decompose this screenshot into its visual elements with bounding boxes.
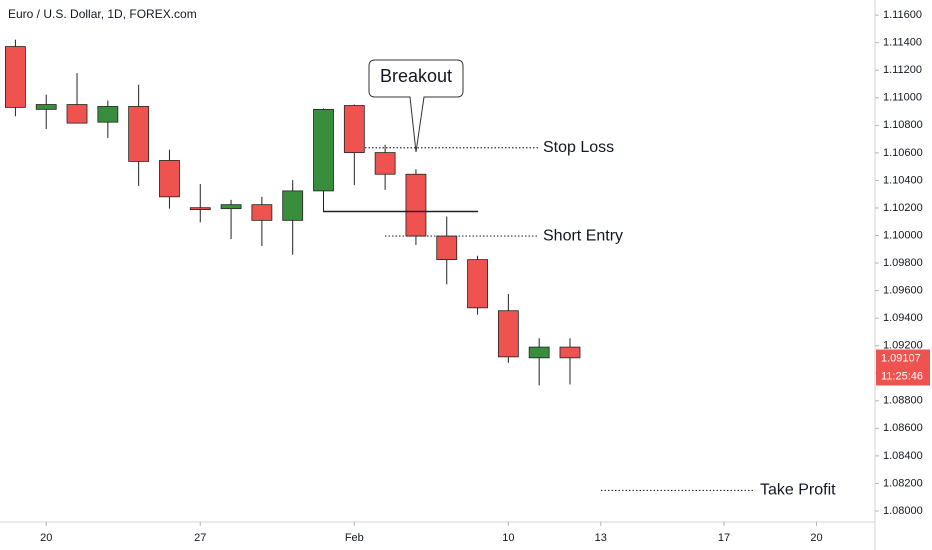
x-tick-label: 27 [194,532,206,544]
x-tick-label: 13 [595,532,607,544]
y-tick-label: 1.09600 [883,285,923,297]
y-tick-label: 1.08600 [883,422,923,434]
level-label: Take Profit [760,482,836,499]
candle-body [436,235,458,261]
last-price-label: 1.09107 [881,352,921,364]
x-tick-label: 20 [810,532,822,544]
candle-body [405,173,427,237]
y-tick-label: 1.11000 [883,92,922,104]
y-tick-label: 1.08000 [883,505,923,517]
y-tick-label: 1.09200 [883,340,923,352]
chart-title: Euro / U.S. Dollar, 1D, FOREX.com [8,7,197,21]
y-tick-label: 1.09400 [883,312,923,324]
y-tick-label: 1.11200 [883,64,922,76]
y-tick-label: 1.10600 [883,147,923,159]
level-label: Stop Loss [543,139,614,156]
y-tick-label: 1.08200 [883,477,923,489]
candle-body [467,259,488,309]
x-tick-label: 20 [40,532,52,544]
countdown-label: 11:25:46 [881,370,923,382]
y-tick-label: 1.10400 [883,174,923,186]
callout-bubble [368,59,464,153]
candle-body [189,207,211,211]
y-tick-label: 1.08800 [883,395,923,407]
y-tick-label: 1.10200 [883,202,923,214]
candle-body [66,104,88,124]
level-label: Short Entry [543,227,623,244]
x-tick-label: Feb [345,532,364,544]
candle-body [559,346,581,359]
y-tick-label: 1.11400 [883,37,922,49]
candle-body [282,190,304,221]
x-tick-label: 17 [718,532,730,544]
candle-body [251,204,273,221]
y-tick-label: 1.11600 [883,9,922,21]
candle-body [313,108,334,192]
candle-body [528,346,550,359]
x-tick-label: 10 [502,532,514,544]
candle-body [128,106,150,162]
last-price-tag [876,349,930,386]
candle-body [35,104,57,110]
candle-body [497,310,519,358]
y-tick-label: 1.10000 [883,229,923,241]
candle-body [343,105,365,154]
candle-body [220,204,242,210]
callout-text: Breakout [380,66,452,86]
y-tick-label: 1.10800 [883,119,923,131]
breakout-callout: Breakout [368,59,464,153]
y-tick-label: 1.09800 [883,257,923,269]
y-tick-label: 1.08400 [883,450,923,462]
candle-body [159,160,180,198]
candle-body [5,46,26,108]
candle-body [374,152,396,175]
candle-body [97,106,119,123]
